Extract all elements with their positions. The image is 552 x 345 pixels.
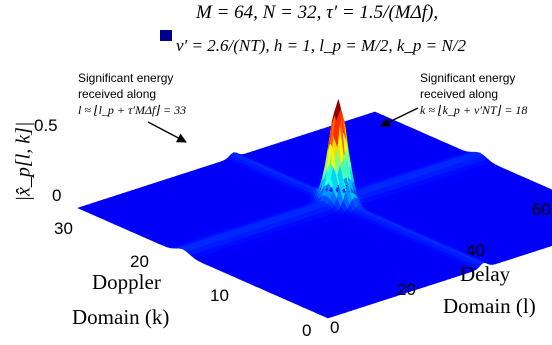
surface-mesh — [77, 99, 552, 319]
